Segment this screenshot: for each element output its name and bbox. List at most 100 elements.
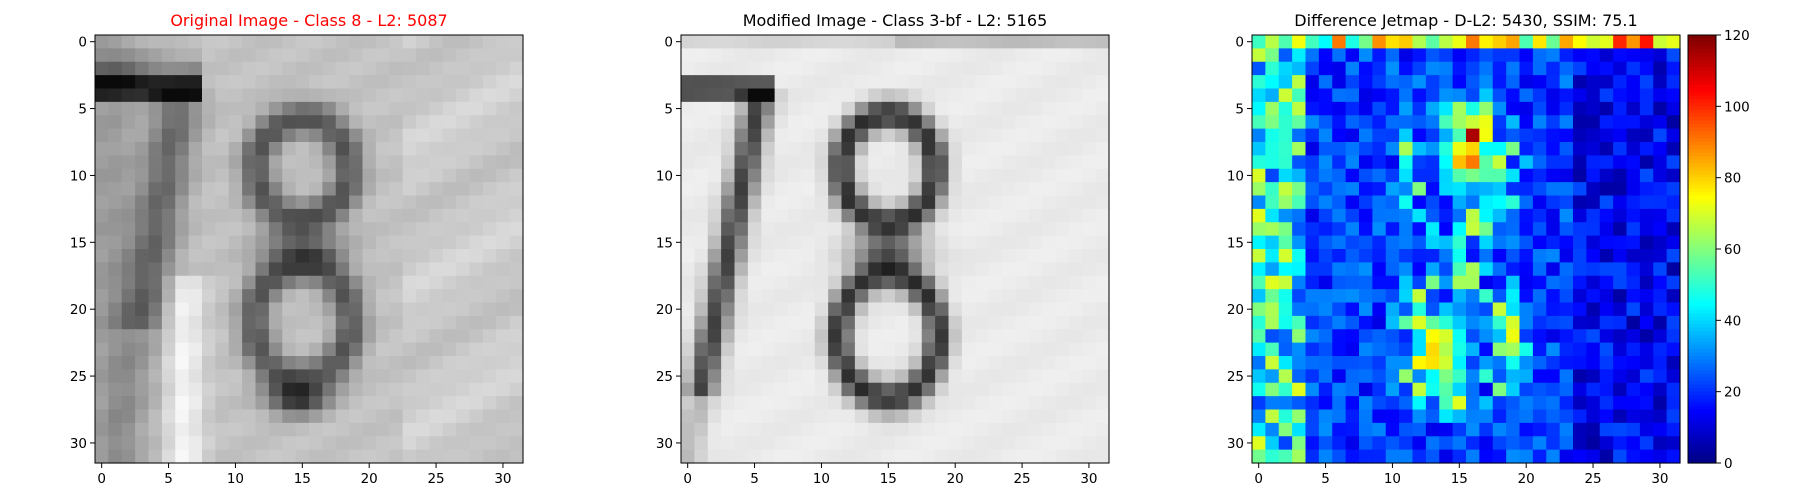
pixel-cell: [228, 302, 243, 317]
pixel-cell: [1626, 61, 1641, 76]
pixel-cell: [456, 342, 471, 357]
pixel-cell: [1586, 222, 1601, 237]
pixel-cell: [295, 195, 310, 210]
pixel-cell: [1466, 222, 1480, 237]
pixel-cell: [295, 128, 310, 143]
pixel-cell: [1042, 115, 1057, 130]
pixel-cell: [801, 315, 816, 330]
pixel-cell: [895, 168, 909, 183]
pixel-cell: [309, 128, 323, 143]
pixel-cell: [841, 35, 856, 49]
pixel-cell: [95, 35, 109, 49]
pixel-cell: [1082, 61, 1097, 76]
pixel-cell: [1278, 382, 1293, 397]
pixel-cell: [161, 356, 176, 370]
pixel-cell: [1639, 142, 1654, 156]
pixel-cell: [1095, 35, 1110, 49]
pixel-cell: [761, 396, 776, 411]
pixel-cell: [148, 75, 163, 90]
pixel-cell: [1666, 182, 1681, 197]
pixel-cell: [1546, 128, 1561, 143]
pixel-cell: [1095, 315, 1110, 330]
pixel-cell: [1332, 382, 1347, 397]
pixel-cell: [389, 275, 404, 290]
pixel-cell: [788, 315, 802, 330]
pixel-cell: [774, 208, 789, 223]
pixel-cell: [1573, 115, 1587, 130]
pixel-cell: [148, 436, 163, 451]
pixel-cell: [175, 275, 190, 290]
pixel-cell: [135, 75, 150, 90]
colorbar-segment: [1688, 106, 1716, 111]
pixel-cell: [1372, 409, 1387, 424]
pixel-cell: [1639, 342, 1654, 357]
pixel-cell: [948, 369, 963, 384]
pixel-cell: [161, 61, 176, 76]
colorbar-segment: [1688, 166, 1716, 172]
pixel-cell: [335, 115, 350, 130]
pixel-cell: [1095, 61, 1110, 76]
pixel-cell: [1425, 182, 1440, 197]
pixel-cell: [1278, 195, 1293, 210]
pixel-cell: [1639, 356, 1654, 370]
pixel-cell: [322, 182, 337, 197]
colorbar-segment: [1688, 341, 1716, 346]
pixel-cell: [1305, 222, 1320, 237]
pixel-cell: [1055, 115, 1070, 130]
pixel-cell: [482, 422, 497, 437]
pixel-cell: [841, 101, 856, 116]
pixel-cell: [1068, 436, 1083, 451]
pixel-cell: [881, 168, 896, 183]
pixel-cell: [1082, 195, 1097, 210]
pixel-cell: [1506, 168, 1521, 183]
pixel-cell: [1519, 369, 1534, 384]
pixel-cell: [175, 449, 190, 464]
pixel-cell: [295, 369, 310, 384]
pixel-cell: [1042, 422, 1057, 437]
pixel-cell: [282, 369, 297, 384]
pixel-cell: [335, 369, 350, 384]
pixel-cell: [469, 142, 484, 156]
pixel-cell: [1613, 88, 1628, 103]
pixel-cell: [242, 262, 257, 277]
pixel-cell: [1002, 182, 1016, 197]
pixel-cell: [1666, 61, 1681, 76]
pixel-cell: [429, 235, 444, 250]
pixel-cell: [148, 222, 163, 237]
pixel-cell: [961, 235, 976, 250]
pixel-cell: [1506, 289, 1521, 304]
pixel-cell: [135, 382, 150, 397]
pixel-cell: [469, 235, 484, 250]
pixel-cell: [1626, 142, 1641, 156]
modified-image-title: Modified Image - Class 3-bf - L2: 5165: [743, 11, 1048, 30]
pixel-cell: [1015, 342, 1030, 357]
pixel-cell: [402, 88, 417, 103]
pixel-cell: [1439, 275, 1454, 290]
pixel-cell: [694, 396, 709, 411]
pixel-cell: [202, 289, 216, 304]
pixel-cell: [268, 342, 283, 357]
pixel-cell: [1599, 195, 1614, 210]
pixel-cell: [1015, 422, 1030, 437]
pixel-cell: [1318, 88, 1333, 103]
pixel-cell: [1639, 382, 1654, 397]
pixel-cell: [935, 342, 950, 357]
pixel-cell: [1412, 302, 1427, 317]
pixel-cell: [1573, 249, 1587, 263]
pixel-cell: [389, 249, 404, 263]
pixel-cell: [442, 262, 457, 277]
pixel-cell: [1599, 208, 1614, 223]
pixel-cell: [1278, 155, 1293, 170]
pixel-cell: [242, 142, 257, 156]
pixel-cell: [1639, 35, 1654, 49]
pixel-cell: [881, 208, 896, 223]
pixel-cell: [1385, 88, 1400, 103]
pixel-cell: [1439, 182, 1454, 197]
pixel-cell: [988, 222, 1003, 237]
pixel-cell: [935, 128, 950, 143]
pixel-cell: [1265, 262, 1280, 277]
pixel-cell: [108, 115, 123, 130]
pixel-cell: [1439, 409, 1454, 424]
pixel-cell: [988, 155, 1003, 170]
pixel-cell: [895, 396, 909, 411]
